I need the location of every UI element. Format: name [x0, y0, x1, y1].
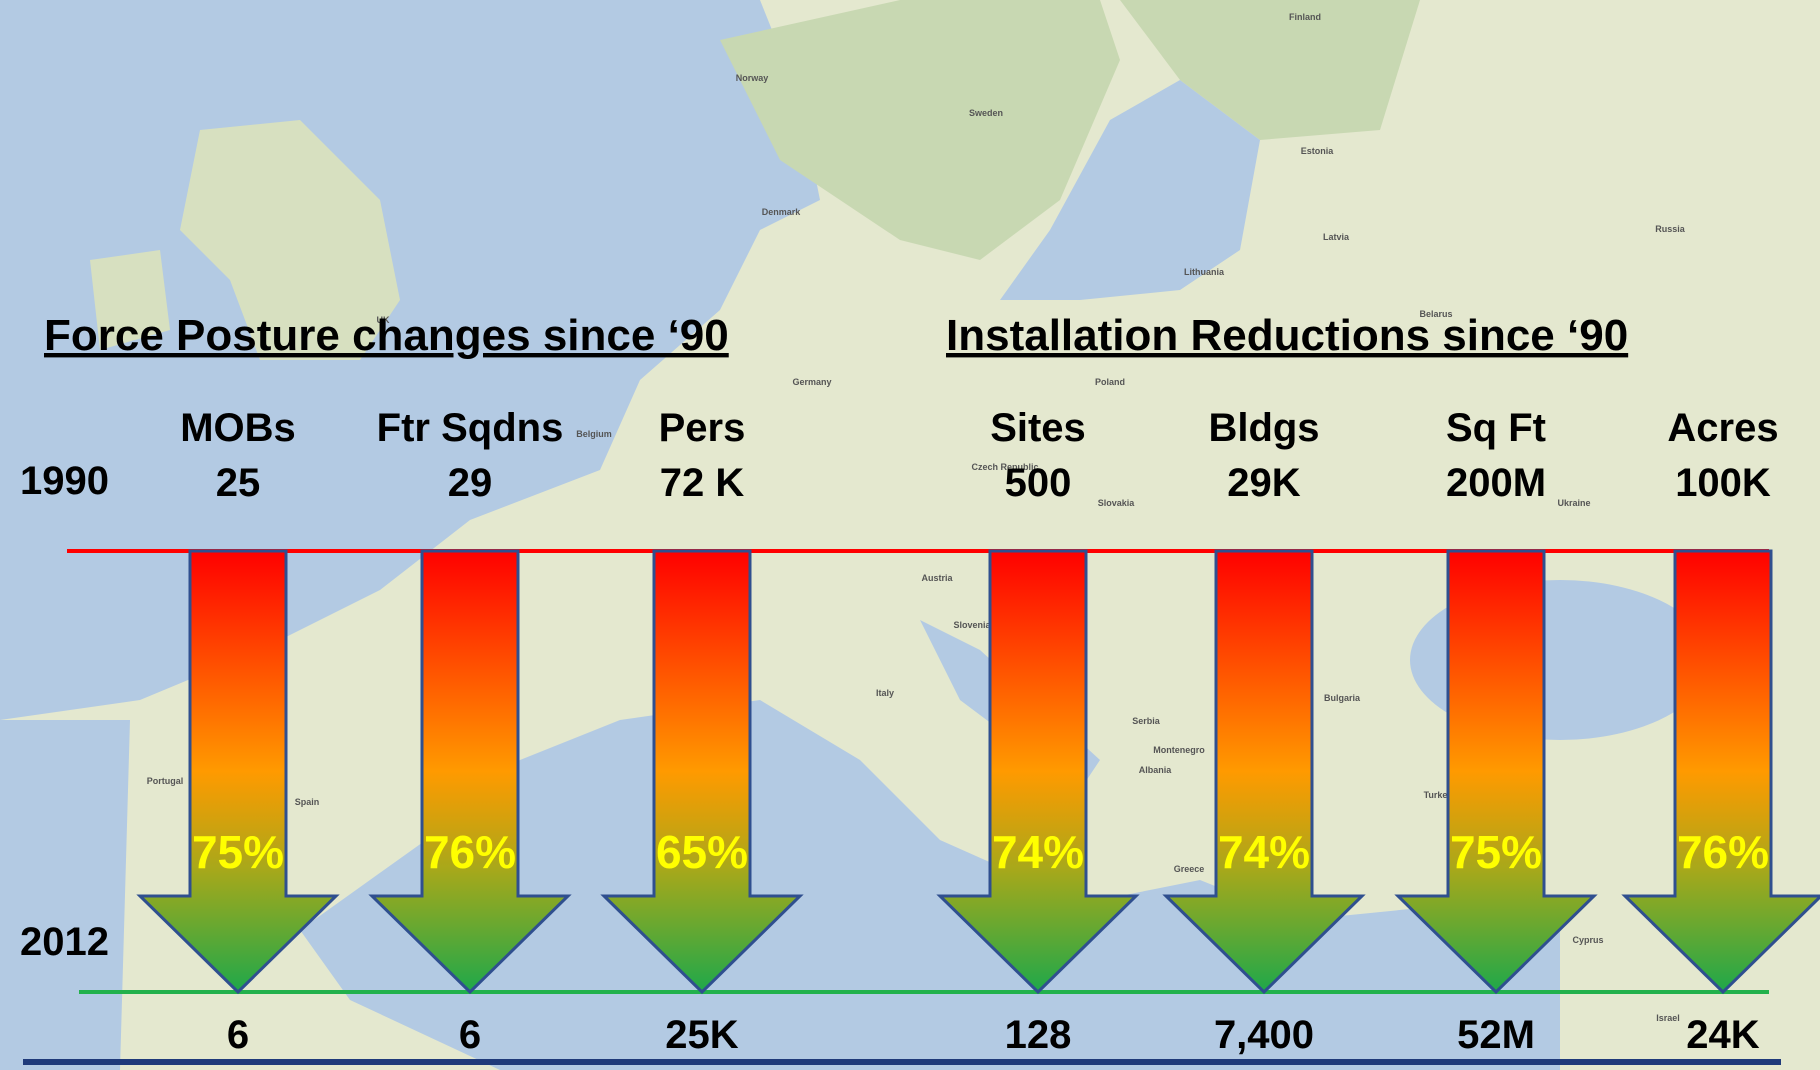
map-label: Sweden [969, 108, 1003, 118]
map-label: Bulgaria [1324, 693, 1361, 703]
metric-name: Ftr Sqdns [377, 406, 564, 450]
footer-bar [23, 1059, 1781, 1065]
start-value: 29K [1227, 461, 1300, 505]
map-label: Italy [876, 688, 894, 698]
end-year: 2012 [20, 920, 109, 964]
map-label: Cyprus [1572, 935, 1603, 945]
reduction-percent: 74% [992, 826, 1084, 878]
end-value: 52M [1457, 1013, 1535, 1057]
end-value: 6 [227, 1013, 249, 1057]
metric-name: Acres [1667, 406, 1778, 450]
map-label: Portugal [147, 776, 184, 786]
map-label: Finland [1289, 12, 1321, 22]
reduction-percent: 74% [1218, 826, 1310, 878]
map-label: Norway [736, 73, 769, 83]
metric-name: Pers [659, 406, 746, 450]
map-label: Estonia [1301, 146, 1335, 156]
map-label: Ukraine [1557, 498, 1590, 508]
reduction-percent: 76% [424, 826, 516, 878]
map-label: Albania [1139, 765, 1173, 775]
end-value: 25K [665, 1013, 738, 1057]
end-value: 128 [1005, 1013, 1072, 1057]
map-label: Israel [1656, 1013, 1680, 1023]
right-title: Installation Reductions since ‘90 [946, 311, 1628, 360]
start-value: 25 [216, 461, 261, 505]
start-value: 500 [1005, 461, 1072, 505]
map-label: Russia [1655, 224, 1686, 234]
map-label: Poland [1095, 377, 1125, 387]
map-label: Serbia [1132, 716, 1161, 726]
map-label: Slovakia [1098, 498, 1136, 508]
page: {"header": {"left_title": "Force Posture… [0, 0, 1820, 1070]
reduction-percent: 75% [1450, 826, 1542, 878]
start-year: 1990 [20, 459, 109, 503]
map-label: Austria [921, 573, 953, 583]
end-value: 6 [459, 1013, 481, 1057]
metric-name: MOBs [180, 406, 296, 450]
map-label: Greece [1174, 864, 1205, 874]
map-label: Denmark [762, 207, 802, 217]
start-value: 100K [1675, 461, 1771, 505]
slide: Finland Norway Sweden Estonia Denmark La… [0, 0, 1820, 1070]
start-value: 200M [1446, 461, 1546, 505]
map-label: Spain [295, 797, 320, 807]
map-label: Lithuania [1184, 267, 1225, 277]
reduction-percent: 65% [656, 826, 748, 878]
metric-name: Sq Ft [1446, 406, 1546, 450]
reduction-percent: 76% [1677, 826, 1769, 878]
end-value: 7,400 [1214, 1013, 1314, 1057]
map-label: Latvia [1323, 232, 1350, 242]
left-title: Force Posture changes since ‘90 [44, 311, 729, 360]
start-value: 29 [448, 461, 493, 505]
map-label: Belgium [576, 429, 612, 439]
reduction-percent: 75% [192, 826, 284, 878]
map-label: Montenegro [1153, 745, 1205, 755]
end-value: 24K [1686, 1013, 1759, 1057]
map-label: Germany [792, 377, 831, 387]
metric-name: Bldgs [1208, 406, 1319, 450]
start-value: 72 K [660, 461, 745, 505]
metric-name: Sites [990, 406, 1086, 450]
map-label: Slovenia [953, 620, 991, 630]
